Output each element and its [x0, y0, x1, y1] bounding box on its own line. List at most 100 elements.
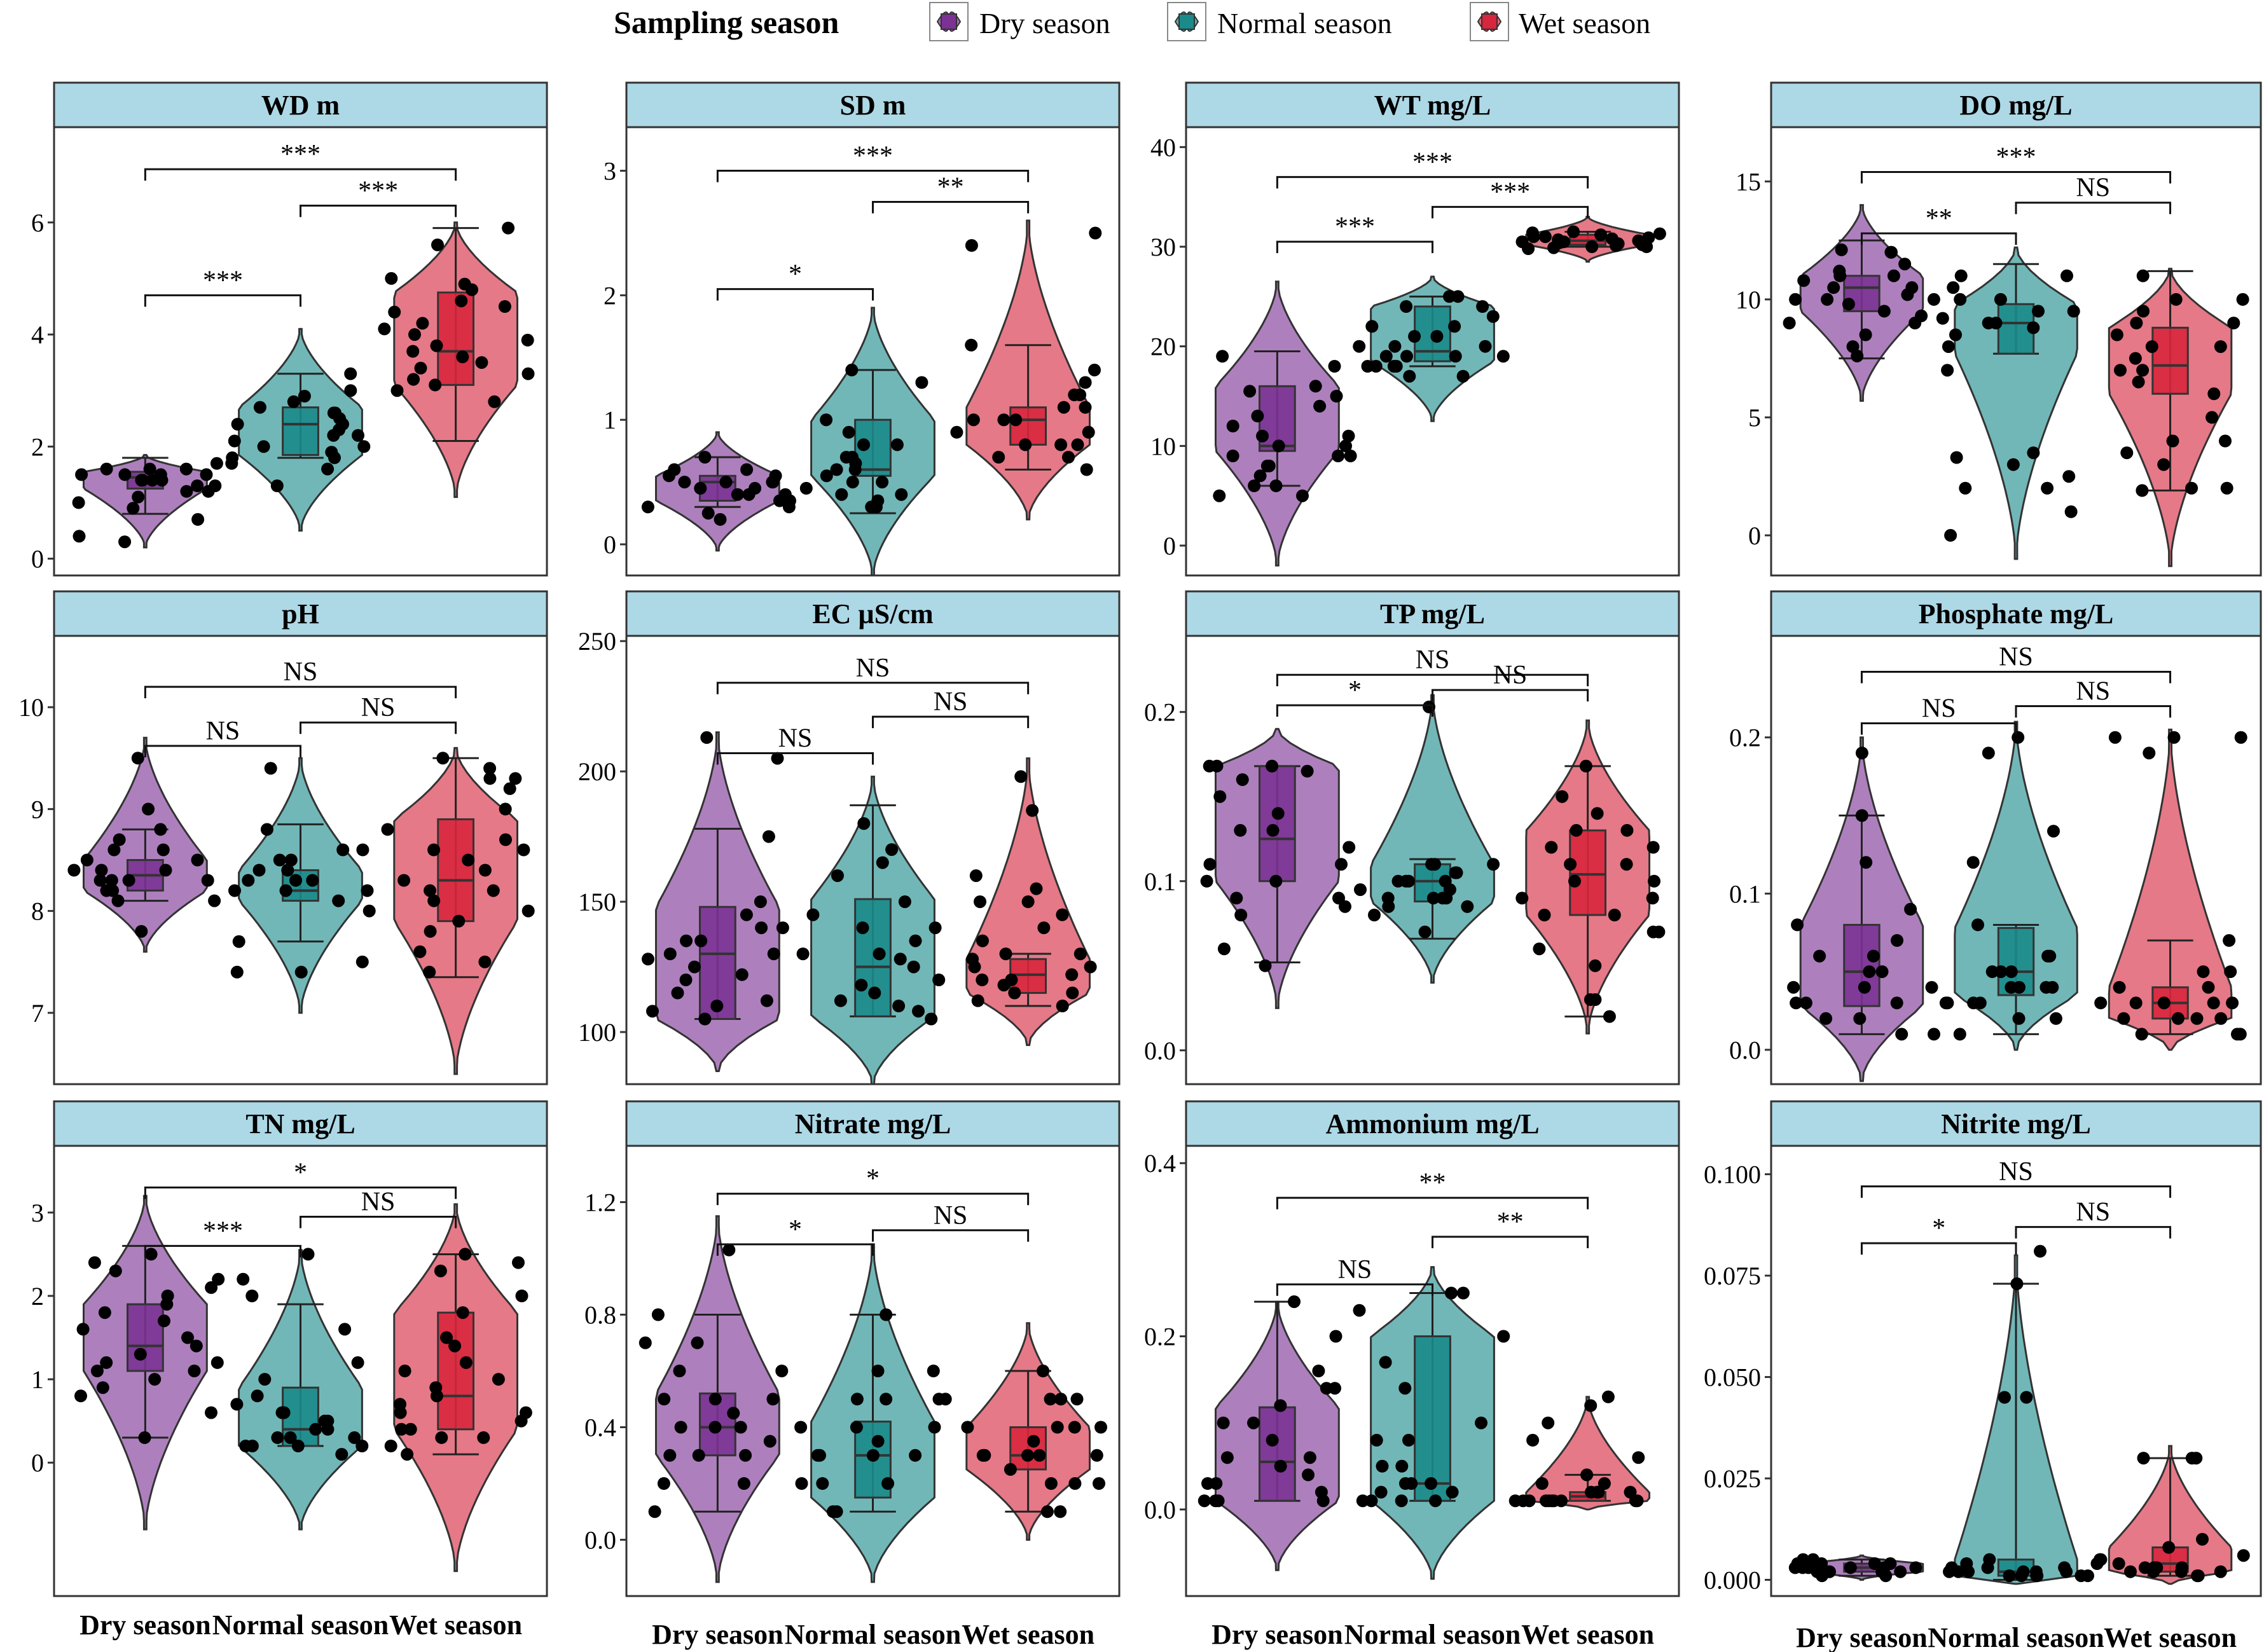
data-point — [668, 463, 681, 476]
data-point — [306, 874, 319, 887]
data-point — [1226, 420, 1239, 432]
panel-nitrate-mg-l: Nitrate mg/L 0.0 0.4 0.8 1.2 Dry season Normal… — [584, 1100, 1121, 1650]
data-point — [857, 438, 870, 451]
y-tick-label: 0.4 — [584, 1414, 616, 1442]
data-point — [1391, 874, 1405, 888]
data-point — [873, 947, 886, 961]
data-point — [1071, 438, 1084, 451]
data-point — [1079, 401, 1092, 414]
data-point — [1354, 883, 1367, 897]
data-point — [521, 904, 535, 918]
data-point — [1954, 269, 1968, 282]
data-point — [158, 1314, 170, 1328]
data-point — [1941, 364, 1954, 377]
data-point — [1094, 1421, 1107, 1434]
data-point — [1982, 747, 1995, 760]
data-point — [2108, 731, 2122, 744]
y-tick-label: 0 — [1163, 532, 1176, 560]
data-point — [698, 451, 712, 464]
data-point — [390, 384, 404, 397]
significance-bracket — [1432, 689, 1589, 702]
data-point — [1594, 228, 1608, 242]
significance-bracket — [1860, 1242, 2017, 1255]
legend-item-wet: Wet season — [1470, 2, 1650, 41]
significance-bracket — [716, 1192, 1030, 1206]
significance-label: *** — [1335, 212, 1375, 242]
data-point — [892, 1000, 906, 1012]
data-point — [1213, 790, 1227, 803]
data-point — [1608, 909, 1621, 921]
data-point — [2214, 1565, 2227, 1578]
data-point — [680, 934, 693, 947]
significance-bracket — [1860, 671, 2172, 684]
legend-label-dry: Dry season — [979, 7, 1110, 39]
data-point — [1425, 1477, 1438, 1490]
data-point — [1019, 438, 1032, 451]
data-point — [2010, 1277, 2024, 1290]
data-point — [855, 979, 868, 992]
data-point — [1395, 1494, 1408, 1508]
data-point — [1230, 891, 1243, 905]
data-point — [646, 1005, 659, 1018]
data-point — [1783, 317, 1796, 329]
data-point — [1787, 981, 1800, 994]
y-tick-label: 0.075 — [1704, 1262, 1761, 1290]
data-point — [2060, 1565, 2073, 1578]
data-point — [521, 333, 534, 347]
data-point — [1210, 759, 1224, 773]
significance-label: NS — [1999, 1157, 2033, 1187]
data-point — [1567, 225, 1580, 238]
data-point — [881, 1477, 895, 1490]
data-point — [1971, 918, 1984, 932]
data-point — [731, 488, 744, 501]
data-point — [1553, 236, 1566, 249]
data-point — [1004, 1463, 1017, 1476]
data-point — [329, 406, 342, 420]
data-point — [435, 1431, 448, 1444]
y-tick-label: 100 — [578, 1018, 616, 1047]
data-point — [1942, 340, 1955, 354]
data-point — [332, 894, 345, 907]
data-point — [1591, 807, 1604, 820]
panel-title: EC µS/cm — [812, 598, 933, 630]
y-tick-label: 0.0 — [1729, 1036, 1761, 1064]
data-point — [298, 390, 311, 403]
data-point — [2117, 1012, 2130, 1025]
data-point — [692, 1449, 705, 1462]
data-point — [1791, 918, 1804, 932]
panel-title: Nitrite mg/L — [1941, 1108, 2091, 1139]
data-point — [2205, 411, 2219, 424]
y-tick-label: 0 — [31, 545, 44, 574]
data-point — [1952, 1565, 1965, 1578]
data-point — [1867, 949, 1880, 963]
panel-title: WT mg/L — [1374, 90, 1491, 121]
data-point — [1904, 902, 1917, 916]
x-category-label: Normal season — [1344, 1619, 1521, 1650]
data-point — [850, 1421, 863, 1434]
data-point — [424, 925, 437, 938]
significance-bracket — [1276, 1283, 1433, 1296]
data-point — [384, 1440, 397, 1452]
data-point — [287, 395, 300, 408]
data-point — [1329, 1382, 1341, 1395]
data-point — [2214, 340, 2227, 354]
data-point — [978, 1449, 991, 1462]
data-point — [1226, 450, 1239, 462]
data-point — [355, 955, 369, 968]
significance-bracket — [144, 168, 457, 181]
data-point — [2171, 1012, 2185, 1025]
data-point — [1515, 891, 1529, 905]
data-point — [1891, 934, 1903, 947]
data-point — [253, 401, 266, 414]
strip-tp-mg-l — [1185, 590, 1680, 637]
data-point — [1496, 350, 1510, 363]
data-point — [1631, 1494, 1644, 1508]
data-point — [1084, 960, 1097, 974]
data-point — [2005, 965, 2018, 979]
data-point — [950, 425, 963, 439]
data-point — [1201, 1477, 1214, 1490]
data-point — [483, 772, 497, 785]
data-point — [321, 1414, 335, 1428]
data-point — [1450, 866, 1463, 879]
